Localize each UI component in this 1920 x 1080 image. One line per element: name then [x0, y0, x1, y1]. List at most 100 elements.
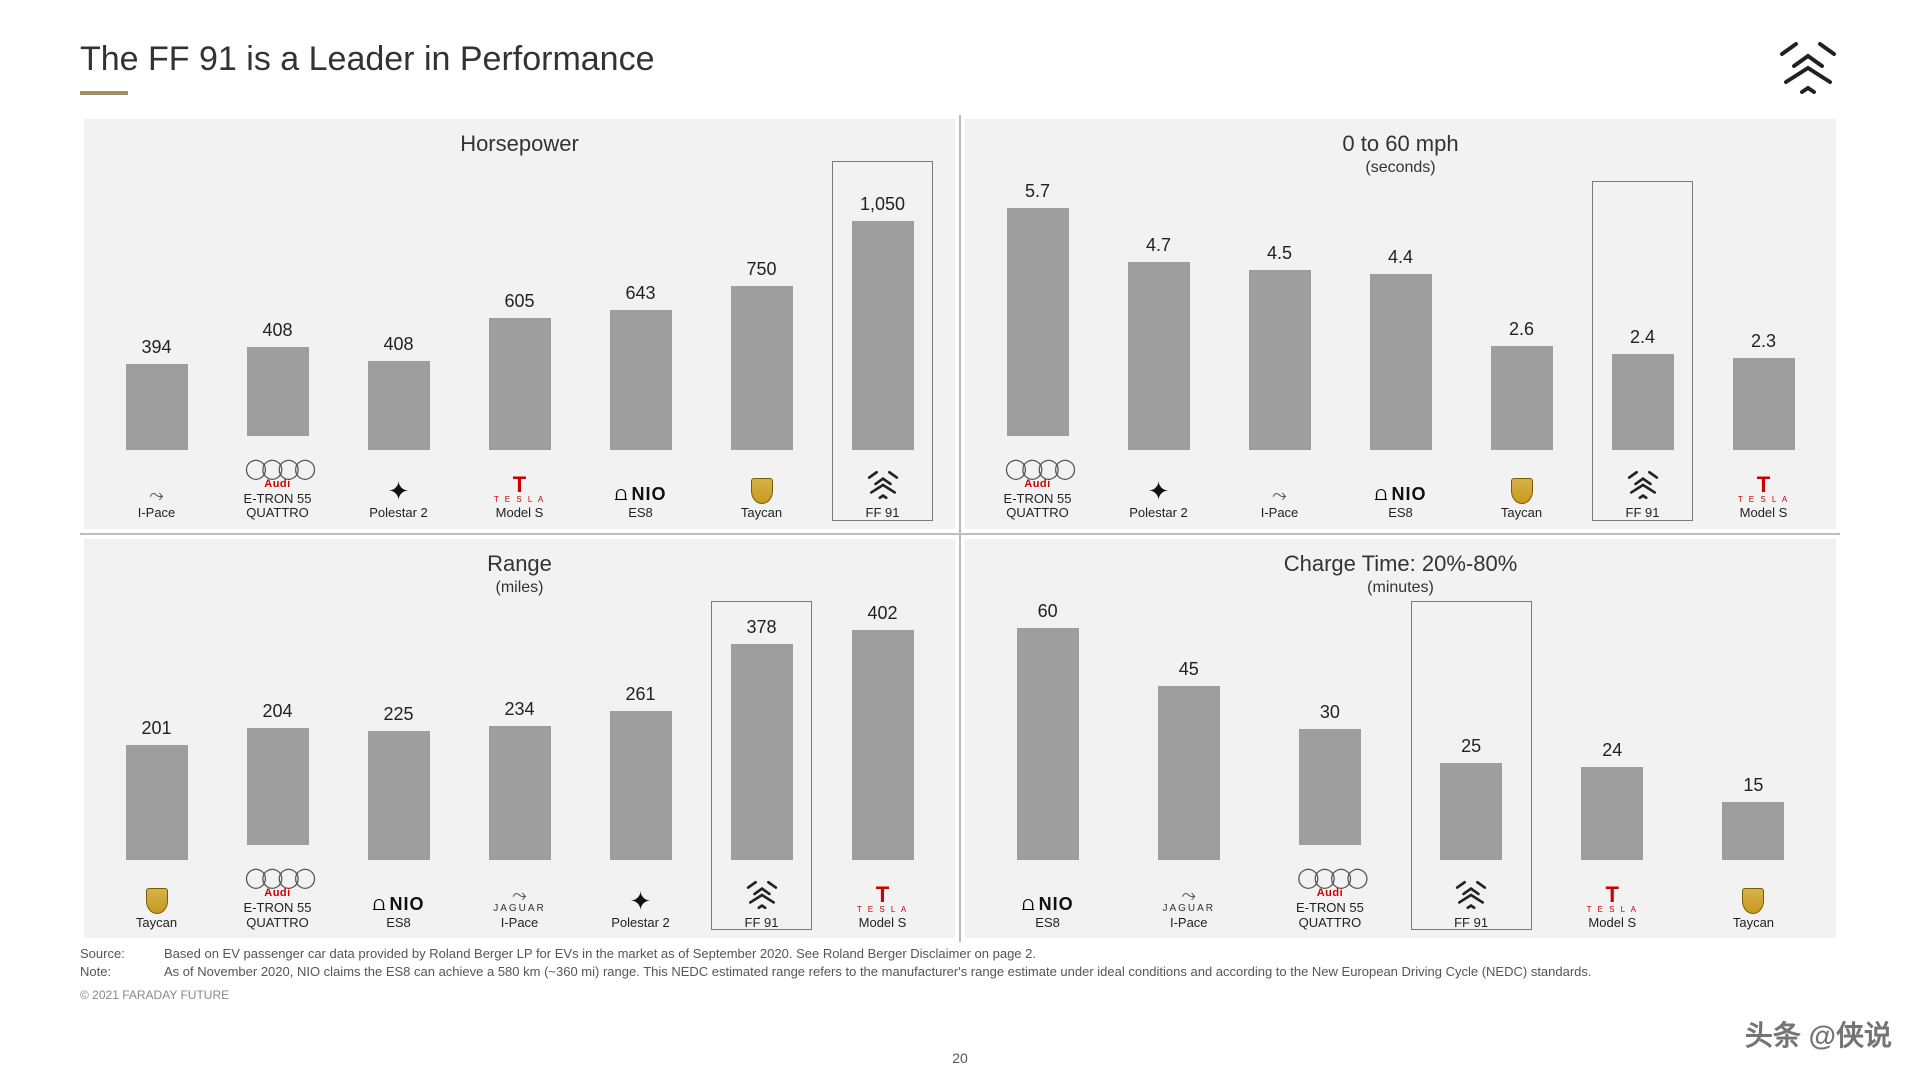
audi-icon: ◯◯◯◯Audi [245, 457, 311, 490]
bar-value: 408 [383, 334, 413, 355]
porsche-icon [1511, 478, 1533, 504]
brand-logo: ⩍NIO [372, 866, 424, 914]
page-title: The FF 91 is a Leader in Performance [80, 40, 655, 79]
bar-slot-nio: 225⩍NIOES8 [342, 601, 455, 930]
car-label: I-Pace [138, 506, 176, 520]
bar [610, 310, 672, 450]
bars-row: 5.7◯◯◯◯AudiE-TRON 55QUATTRO4.7✦Polestar … [981, 181, 1820, 521]
bar-slot-jaguar: 234⤳JAGUARI-Pace [463, 601, 576, 930]
brand-logo: ⩍NIO [1374, 456, 1426, 504]
source-label: Source: [80, 945, 140, 963]
bar-value: 750 [746, 259, 776, 280]
bar-slot-tesla: 605 TT E S L A Model S [463, 161, 576, 521]
bar-slot-polestar: 4.7✦Polestar 2 [1102, 181, 1215, 521]
note-text: As of November 2020, NIO claims the ES8 … [164, 963, 1592, 981]
nio-icon: ⩍NIO [614, 484, 666, 504]
car-label: ES8 [1388, 506, 1413, 520]
bar-slot-nio: 643⩍NIOES8 [584, 161, 697, 521]
bars-row: 394⤳I-Pace408◯◯◯◯AudiE-TRON 55QUATTRO408… [100, 161, 939, 521]
bar-slot-ff: 25FF 91 [1405, 601, 1538, 930]
bar-value: 4.7 [1146, 235, 1171, 256]
bars-row: 60⩍NIOES845⤳JAGUARI-Pace30◯◯◯◯AudiE-TRON… [981, 601, 1820, 930]
bar-slot-jaguar: 45⤳JAGUARI-Pace [1122, 601, 1255, 930]
ff-logo-icon [1776, 40, 1840, 96]
bar-slot-polestar: 261✦Polestar 2 [584, 601, 697, 930]
bar-slot-ff: 378FF 91 [705, 601, 818, 930]
highlight-box [832, 161, 933, 521]
car-label: ES8 [1035, 916, 1060, 930]
car-label: Taycan [136, 916, 177, 930]
charts-grid: Horsepower394⤳I-Pace408◯◯◯◯AudiE-TRON 55… [80, 115, 1840, 935]
jaguar-icon: ⤳JAGUAR [1162, 886, 1215, 914]
brand-logo: TT E S L A [1738, 456, 1789, 504]
bar-value: 225 [383, 704, 413, 725]
bar-value: 204 [262, 701, 292, 722]
car-label: E-TRON 55QUATTRO [1004, 492, 1072, 521]
copyright: © 2021 FARADAY FUTURE [80, 987, 1840, 1004]
brand-logo [1742, 866, 1764, 914]
brand-logo: TT E S L A [494, 456, 545, 504]
car-label: Taycan [1501, 506, 1542, 520]
bar-value: 605 [504, 291, 534, 312]
panel-subtitle: (seconds) [981, 159, 1820, 177]
car-label: ES8 [628, 506, 653, 520]
jaguar-icon: ⤳JAGUAR [493, 886, 546, 914]
highlight-box [711, 601, 812, 930]
panel-subtitle: (miles) [100, 579, 939, 597]
horizontal-divider [80, 533, 1840, 535]
bar [610, 711, 672, 860]
brand-logo: ✦ [1148, 456, 1170, 504]
brand-logo: TT E S L A [1587, 866, 1638, 914]
bar [1299, 729, 1361, 845]
nio-icon: ⩍NIO [1374, 484, 1426, 504]
bar [247, 347, 309, 436]
car-label: Model S [496, 506, 544, 520]
nio-icon: ⩍NIO [1022, 894, 1074, 914]
jaguar-icon: ⤳ [149, 486, 163, 504]
bar [1017, 628, 1079, 860]
bar-value: 234 [504, 699, 534, 720]
bar-slot-audi: 30◯◯◯◯AudiE-TRON 55QUATTRO [1263, 601, 1396, 930]
car-label: Model S [1588, 916, 1636, 930]
bar-value: 201 [141, 718, 171, 739]
bar [368, 731, 430, 860]
jaguar-icon: ⤳ [1272, 486, 1286, 504]
brand-logo: ◯◯◯◯Audi [245, 442, 311, 490]
bar [368, 361, 430, 450]
bar [1370, 274, 1432, 450]
bar-value: 394 [141, 337, 171, 358]
bar-value: 4.5 [1267, 243, 1292, 264]
chart-range: Range(miles)201Taycan204◯◯◯◯AudiE-TRON 5… [84, 539, 955, 938]
bar-slot-audi: 5.7◯◯◯◯AudiE-TRON 55QUATTRO [981, 181, 1094, 521]
bar-slot-audi: 204◯◯◯◯AudiE-TRON 55QUATTRO [221, 601, 334, 930]
bar [1733, 358, 1795, 450]
bar [731, 286, 793, 450]
highlight-box [1411, 601, 1532, 930]
brand-logo: ⤳ [149, 456, 163, 504]
brand-logo [146, 866, 168, 914]
note-label: Note: [80, 963, 140, 981]
brand-logo [751, 456, 773, 504]
bar-value: 402 [867, 603, 897, 624]
bar-value: 2.3 [1751, 331, 1776, 352]
bar-value: 5.7 [1025, 181, 1050, 202]
bar-slot-ff: 2.4FF 91 [1586, 181, 1699, 521]
audi-icon: ◯◯◯◯Audi [1297, 866, 1363, 899]
porsche-icon [146, 888, 168, 914]
bar [1722, 802, 1784, 860]
bar [1128, 262, 1190, 450]
car-label: Taycan [1733, 916, 1774, 930]
panel-title: Charge Time: 20%-80% [981, 551, 1820, 577]
brand-logo: ⤳JAGUAR [1162, 866, 1215, 914]
car-label: Taycan [741, 506, 782, 520]
bar-slot-porsche: 15Taycan [1687, 601, 1820, 930]
car-label: E-TRON 55QUATTRO [244, 901, 312, 930]
car-label: Model S [859, 916, 907, 930]
bar-slot-jaguar: 394 ⤳ I-Pace [100, 161, 213, 521]
brand-logo [1511, 456, 1533, 504]
bar-slot-nio: 4.4⩍NIOES8 [1344, 181, 1457, 521]
polestar-icon: ✦ [388, 478, 410, 504]
bar-slot-tesla: 2.3TT E S L AModel S [1707, 181, 1820, 521]
bar-slot-polestar: 408✦Polestar 2 [342, 161, 455, 521]
bar-slot-porsche: 2.6Taycan [1465, 181, 1578, 521]
